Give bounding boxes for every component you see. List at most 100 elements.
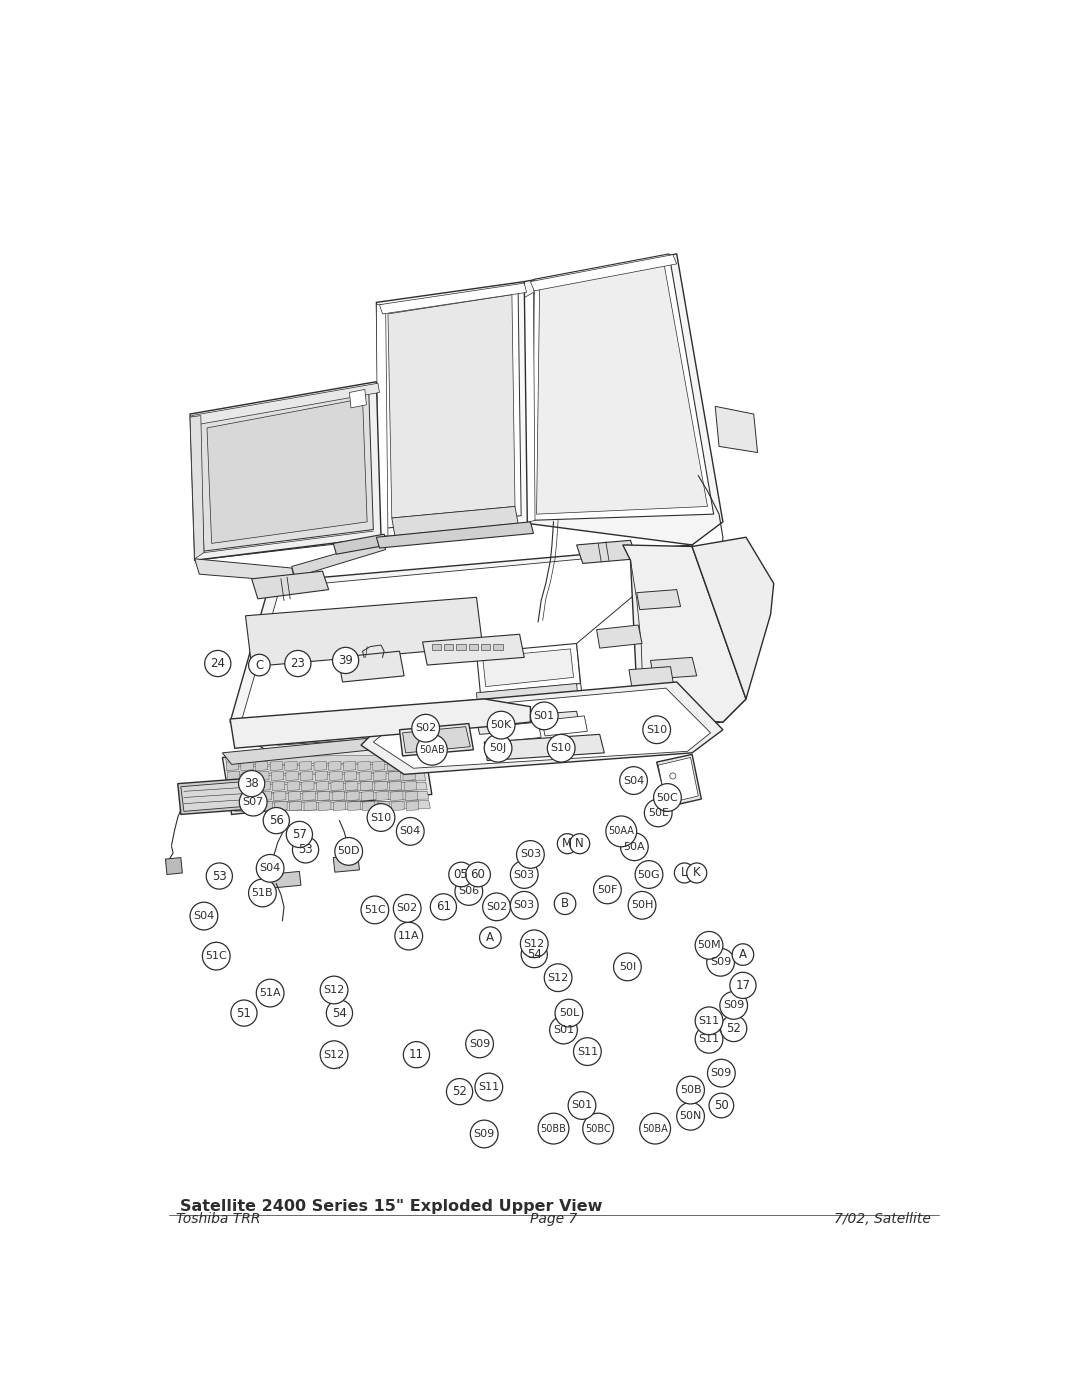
Polygon shape xyxy=(359,771,372,781)
Polygon shape xyxy=(523,292,535,524)
Text: 50: 50 xyxy=(714,1099,729,1112)
Polygon shape xyxy=(231,791,429,802)
Polygon shape xyxy=(422,634,524,665)
Text: S06: S06 xyxy=(458,887,480,897)
Polygon shape xyxy=(373,761,384,771)
Text: 50A: 50A xyxy=(623,842,645,852)
Text: 50J: 50J xyxy=(489,743,507,753)
Text: 53: 53 xyxy=(212,869,227,883)
Text: S10: S10 xyxy=(646,725,667,735)
Polygon shape xyxy=(314,761,326,771)
Circle shape xyxy=(645,799,672,827)
Polygon shape xyxy=(230,698,530,749)
Text: N: N xyxy=(576,837,584,851)
Polygon shape xyxy=(333,791,345,800)
Polygon shape xyxy=(374,689,711,768)
Polygon shape xyxy=(403,726,471,753)
Polygon shape xyxy=(375,781,387,791)
Polygon shape xyxy=(229,781,241,791)
Polygon shape xyxy=(245,598,483,666)
Polygon shape xyxy=(222,733,432,764)
Polygon shape xyxy=(316,781,328,791)
Polygon shape xyxy=(476,644,580,693)
Circle shape xyxy=(206,863,232,888)
Circle shape xyxy=(629,891,656,919)
Circle shape xyxy=(557,834,578,854)
Polygon shape xyxy=(650,658,697,679)
Text: 54: 54 xyxy=(527,949,542,961)
Circle shape xyxy=(475,1073,502,1101)
Text: S01: S01 xyxy=(553,1025,575,1035)
Text: 51C: 51C xyxy=(205,951,227,961)
Circle shape xyxy=(687,863,706,883)
Circle shape xyxy=(202,942,230,970)
Text: 51A: 51A xyxy=(259,988,281,997)
Polygon shape xyxy=(300,771,313,781)
Circle shape xyxy=(264,807,289,834)
Circle shape xyxy=(396,817,424,845)
Polygon shape xyxy=(377,802,390,810)
Polygon shape xyxy=(658,757,699,803)
Polygon shape xyxy=(231,802,243,810)
Circle shape xyxy=(231,1000,257,1027)
Circle shape xyxy=(470,1120,498,1148)
Polygon shape xyxy=(629,666,674,689)
Text: Page 7: Page 7 xyxy=(530,1213,577,1227)
Text: C: C xyxy=(255,658,264,672)
Text: S10: S10 xyxy=(551,743,571,753)
Polygon shape xyxy=(577,546,744,722)
Polygon shape xyxy=(392,507,518,535)
Circle shape xyxy=(411,714,440,742)
Text: 52: 52 xyxy=(453,1085,467,1098)
Text: S04: S04 xyxy=(623,775,644,785)
Text: S04: S04 xyxy=(259,863,281,873)
Polygon shape xyxy=(494,722,541,742)
Circle shape xyxy=(240,788,267,816)
Polygon shape xyxy=(400,724,473,756)
Circle shape xyxy=(710,1094,733,1118)
Polygon shape xyxy=(244,791,257,800)
Text: S09: S09 xyxy=(710,957,731,967)
Text: S10: S10 xyxy=(370,813,392,823)
Circle shape xyxy=(333,647,359,673)
Circle shape xyxy=(555,999,583,1027)
Text: S02: S02 xyxy=(396,904,418,914)
Polygon shape xyxy=(403,771,416,781)
Circle shape xyxy=(706,949,734,977)
Text: A: A xyxy=(739,949,747,961)
Circle shape xyxy=(455,877,483,905)
Polygon shape xyxy=(387,761,400,771)
Polygon shape xyxy=(484,735,605,760)
Polygon shape xyxy=(328,761,341,771)
Polygon shape xyxy=(229,773,426,784)
Polygon shape xyxy=(256,761,268,771)
Polygon shape xyxy=(334,534,388,555)
Text: S02: S02 xyxy=(486,902,508,912)
Polygon shape xyxy=(636,590,680,609)
Polygon shape xyxy=(494,644,502,650)
Polygon shape xyxy=(577,541,636,563)
Text: S11: S11 xyxy=(699,1034,719,1045)
Circle shape xyxy=(670,773,676,780)
Polygon shape xyxy=(243,781,256,791)
Circle shape xyxy=(465,862,490,887)
Polygon shape xyxy=(286,771,298,781)
Circle shape xyxy=(538,1113,569,1144)
Text: 05: 05 xyxy=(454,868,469,882)
Circle shape xyxy=(719,992,747,1020)
Polygon shape xyxy=(532,254,714,520)
Circle shape xyxy=(643,715,671,743)
Text: 50I: 50I xyxy=(619,963,636,972)
Circle shape xyxy=(544,964,572,992)
Text: K: K xyxy=(693,866,701,880)
Text: 11: 11 xyxy=(409,1048,424,1062)
Circle shape xyxy=(639,1113,671,1144)
Polygon shape xyxy=(596,624,642,648)
Polygon shape xyxy=(361,682,723,774)
Circle shape xyxy=(239,771,265,796)
Polygon shape xyxy=(289,802,301,810)
Text: S03: S03 xyxy=(514,900,535,911)
Circle shape xyxy=(569,834,590,854)
Polygon shape xyxy=(271,771,284,781)
Polygon shape xyxy=(457,644,465,650)
